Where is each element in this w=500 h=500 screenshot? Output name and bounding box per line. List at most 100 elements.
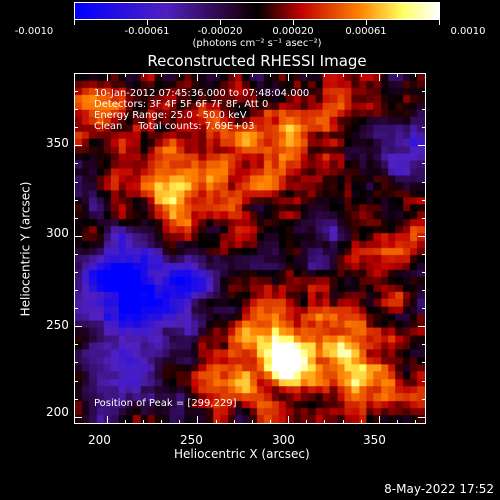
axis-tick: [342, 420, 344, 424]
render-timestamp: 8-May-2022 17:52: [384, 482, 494, 496]
axis-tick: [74, 290, 78, 292]
plot-area: [74, 73, 426, 424]
axis-tick: [74, 398, 78, 400]
axis-tick: [422, 109, 426, 111]
energy-range-info: Energy Range: 25.0 - 50.0 keV: [94, 110, 247, 121]
axis-tick: [422, 290, 426, 292]
colorbar-tick: [366, 20, 367, 25]
colorbar-tick: [74, 20, 75, 25]
axis-tick: [422, 362, 426, 364]
axis-tick: [142, 73, 144, 77]
colorbar-gradient: [75, 3, 439, 19]
axis-tick: [251, 73, 253, 77]
detectors-info: Detectors: 3F 4F 5F 6F 7F 8F, Att 0: [94, 99, 269, 110]
axis-tick: [74, 326, 82, 328]
axis-tick: [422, 91, 426, 93]
axis-tick: [396, 420, 398, 424]
colorbar-unit: (photons cm⁻² s⁻¹ asec⁻²): [192, 38, 322, 49]
axis-tick: [74, 127, 78, 129]
axis-tick: [74, 217, 78, 219]
axis-tick: [197, 73, 199, 81]
axis-tick: [269, 420, 271, 424]
axis-tick: [422, 163, 426, 165]
y-axis-label: Heliocentric Y (arcsec): [18, 181, 33, 317]
axis-tick: [378, 416, 380, 424]
x-tick-label: 200: [88, 433, 111, 447]
colorbar-label: 0.0010: [450, 26, 486, 37]
colorbar-label: -0.0010: [14, 26, 54, 37]
axis-tick: [74, 362, 78, 364]
axis-tick: [415, 73, 417, 77]
axis-tick: [422, 253, 426, 255]
observation-time: 10-Jan-2012 07:45:36.000 to 07:48:04.000: [94, 88, 310, 99]
axis-tick: [306, 73, 308, 77]
axis-tick: [161, 420, 163, 424]
peak-position-info: Position of Peak = [299,229]: [94, 398, 237, 409]
axis-tick: [396, 73, 398, 77]
axis-tick: [418, 326, 426, 328]
axis-tick: [378, 73, 380, 81]
colorbar-label: -0.00061: [124, 26, 170, 37]
colorbar-tick: [439, 20, 440, 25]
axis-tick: [74, 380, 78, 382]
axis-tick: [422, 344, 426, 346]
axis-tick: [74, 272, 78, 274]
axis-tick: [142, 420, 144, 424]
axis-tick: [288, 73, 290, 81]
x-tick-label: 250: [180, 433, 203, 447]
axis-tick: [215, 73, 217, 77]
colorbar-label: 0.00020: [272, 26, 314, 37]
axis-tick: [422, 308, 426, 310]
axis-tick: [233, 73, 235, 77]
axis-tick: [161, 73, 163, 77]
axis-tick: [179, 420, 181, 424]
colorbar-tick: [293, 20, 294, 25]
axis-tick: [415, 420, 417, 424]
axis-tick: [74, 416, 82, 418]
axis-tick: [74, 163, 78, 165]
colorbar-label: -0.00020: [197, 26, 243, 37]
y-tick-label: 350: [46, 136, 69, 150]
axis-tick: [74, 253, 78, 255]
axis-tick: [124, 73, 126, 77]
axis-tick: [74, 145, 82, 147]
y-tick-label: 300: [46, 226, 69, 240]
clean-counts-info: Clean Total counts: 7.69E+03: [94, 121, 255, 132]
axis-tick: [418, 145, 426, 147]
axis-tick: [74, 91, 78, 93]
heatmap-image: [75, 74, 425, 423]
axis-tick: [215, 420, 217, 424]
y-tick-label: 250: [46, 318, 69, 332]
axis-tick: [233, 420, 235, 424]
axis-tick: [422, 199, 426, 201]
axis-tick: [106, 73, 108, 81]
axis-tick: [422, 217, 426, 219]
colorbar-tick: [147, 20, 148, 25]
axis-tick: [288, 416, 290, 424]
chart-title: Reconstructed RHESSI Image: [147, 52, 367, 70]
axis-tick: [74, 109, 78, 111]
axis-tick: [269, 73, 271, 77]
axis-tick: [197, 416, 199, 424]
axis-tick: [74, 344, 78, 346]
axis-tick: [422, 380, 426, 382]
axis-tick: [422, 398, 426, 400]
axis-tick: [74, 199, 78, 201]
axis-tick: [422, 181, 426, 183]
axis-tick: [422, 272, 426, 274]
axis-tick: [74, 308, 78, 310]
axis-tick: [306, 420, 308, 424]
axis-tick: [324, 73, 326, 77]
axis-tick: [422, 127, 426, 129]
axis-tick: [342, 73, 344, 77]
axis-tick: [106, 416, 108, 424]
axis-tick: [74, 235, 82, 237]
axis-tick: [418, 235, 426, 237]
x-tick-label: 350: [363, 433, 386, 447]
x-axis-label: Heliocentric X (arcsec): [174, 447, 310, 461]
axis-tick: [324, 420, 326, 424]
colorbar: [74, 2, 440, 20]
y-tick-label: 200: [46, 405, 69, 419]
axis-tick: [360, 73, 362, 77]
x-tick-label: 300: [272, 433, 295, 447]
